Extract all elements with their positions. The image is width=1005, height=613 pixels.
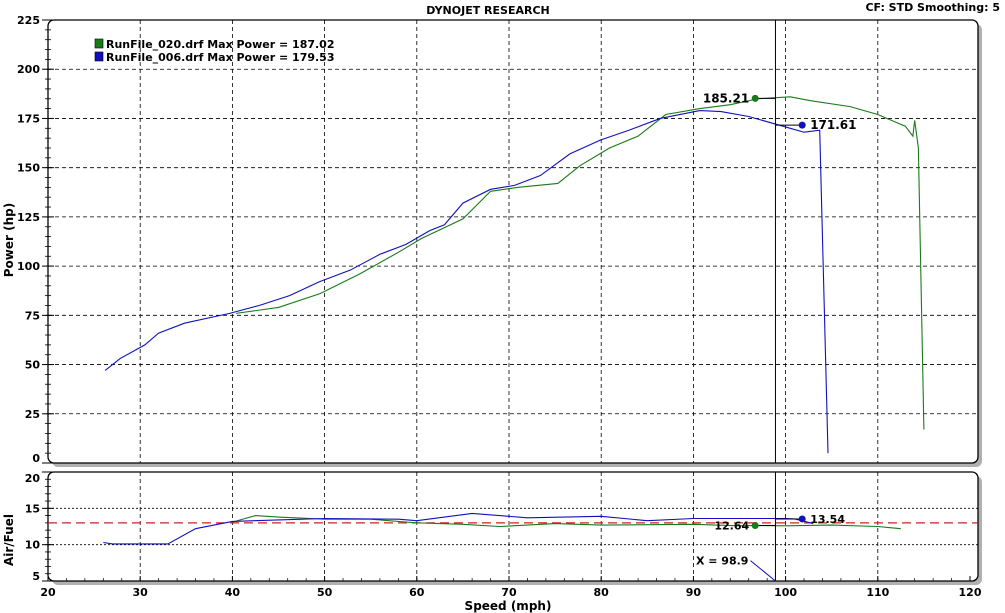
legend-swatch xyxy=(94,51,104,62)
power-series-line-0 xyxy=(236,96,925,430)
x-tick-label: 40 xyxy=(225,586,241,599)
x-tick-label: 90 xyxy=(686,586,702,599)
power-axis-label: Power (hp) xyxy=(2,203,16,277)
legend-swatch xyxy=(94,38,104,49)
x-tick-label: 70 xyxy=(501,586,517,599)
power-tick-label: 25 xyxy=(25,408,40,421)
airfuel-marker-1 xyxy=(798,515,806,523)
airfuel-marker-0 xyxy=(751,521,759,529)
chart-title: DYNOJET RESEARCH xyxy=(426,4,549,17)
airfuel-axis-label: Air/Fuel xyxy=(2,514,16,566)
power-tick-label: 75 xyxy=(25,309,40,322)
x-tick-label: 60 xyxy=(409,586,425,599)
power-marker-0 xyxy=(751,94,759,102)
airfuel-tick-label: 15 xyxy=(25,502,40,515)
power-marker-label: 171.61 xyxy=(810,118,856,132)
airfuel-tick-label: 10 xyxy=(25,539,41,552)
airfuel-marker-label: 13.54 xyxy=(810,513,845,526)
power-panel xyxy=(47,19,979,464)
cursor-label-leader xyxy=(750,560,776,582)
power-tick-label: 150 xyxy=(17,162,40,175)
airfuel-panel xyxy=(47,471,979,582)
power-tick-label: 125 xyxy=(17,211,40,224)
power-tick-label: 175 xyxy=(17,112,40,125)
speed-axis-label: Speed (mph) xyxy=(465,599,552,613)
x-tick-label: 120 xyxy=(959,586,982,599)
x-tick-label: 80 xyxy=(594,586,610,599)
x-tick-label: 110 xyxy=(866,586,889,599)
airfuel-tick-label: 5 xyxy=(32,570,40,583)
x-tick-label: 50 xyxy=(317,586,333,599)
x-tick-label: 30 xyxy=(133,586,149,599)
x-tick-label: 100 xyxy=(774,586,797,599)
airfuel-marker-label: 12.64 xyxy=(714,519,749,532)
power-tick-label: 0 xyxy=(32,452,40,465)
cursor-value-label: X = 98.9 xyxy=(696,555,749,568)
power-tick-label: 225 xyxy=(17,14,40,27)
x-tick-label: 20 xyxy=(40,586,56,599)
power-marker-1 xyxy=(798,121,806,129)
airfuel-series-line-1 xyxy=(103,512,814,545)
legend-entry: RunFile_020.drf Max Power = 187.02 xyxy=(106,38,335,51)
power-tick-label: 100 xyxy=(17,260,40,273)
power-tick-label: 50 xyxy=(25,359,41,372)
power-tick-label: 200 xyxy=(17,63,40,76)
power-marker-label: 185.21 xyxy=(703,91,749,105)
airfuel-tick-label: 20 xyxy=(25,472,41,485)
power-series-line-1 xyxy=(104,110,829,454)
settings-label: CF: STD Smoothing: 5 xyxy=(865,1,1000,14)
legend-entry: RunFile_006.drf Max Power = 179.53 xyxy=(106,51,335,64)
